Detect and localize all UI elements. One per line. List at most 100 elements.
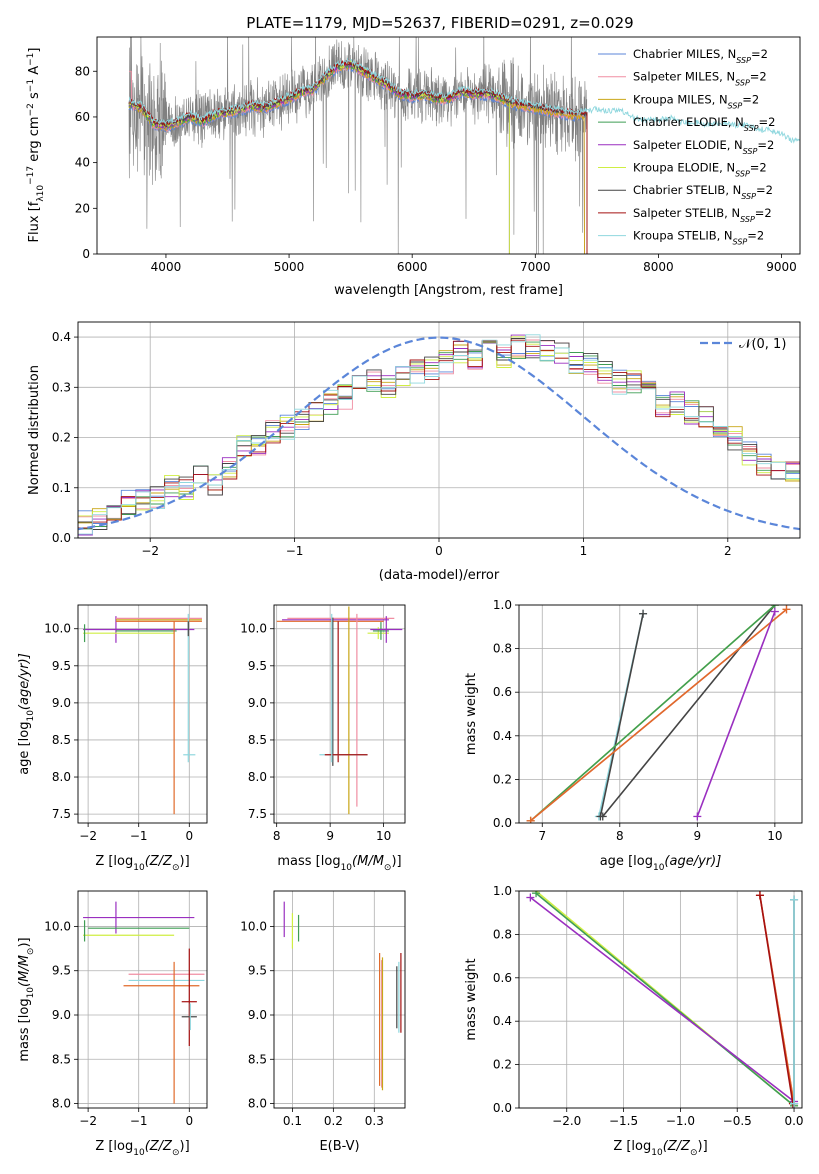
y-tick-label: 9.0: [248, 696, 267, 710]
y-axis-label: Normed distribution: [27, 365, 42, 495]
y-tick-label: 0.2: [493, 772, 512, 786]
y-tick-label: 0.1: [52, 481, 71, 495]
residual-histogram: [78, 334, 800, 538]
y-tick-label: 10.0: [44, 622, 71, 636]
y-tick-label: 0.0: [493, 816, 512, 830]
plot-frame: [273, 604, 406, 824]
weight-marker: [770, 607, 779, 616]
plot-area: [526, 891, 799, 1108]
legend-entry: Salpeter MILES, NSSP=2: [633, 70, 767, 88]
y-tick-label: 0.6: [493, 971, 512, 985]
legend-entry: Salpeter STELIB, NSSP=2: [633, 206, 772, 224]
normal-reference-curve: [78, 336, 800, 531]
y-tick-label: 40: [75, 156, 90, 170]
x-axis-label: (data-model)/error: [379, 568, 500, 583]
residual-histogram: [78, 334, 800, 538]
y-tick-label: 0.4: [493, 729, 512, 743]
y-tick-label: 7.5: [248, 807, 267, 821]
y-tick-label: 20: [75, 201, 90, 215]
age-vs-metallicity-panel: −2 −1 0 7.5 8.0 8.5 9.0 9.5 10.0 Z [log10(Z/Z⊙)] a…: [17, 604, 208, 873]
plot-frame: [77, 890, 208, 1109]
y-tick-label: 60: [75, 110, 90, 124]
weight-line: [599, 613, 644, 817]
spectrum-panel: 4000 5000 6000 7000 8000 9000 0 20 40 60 80 Chabrie…: [26, 36, 801, 298]
x-tick-label: 0.2: [324, 1114, 343, 1128]
weight-marker: [526, 893, 535, 902]
x-tick-label: −1: [130, 829, 148, 843]
weight-line: [602, 605, 776, 818]
y-tick-label: 9.0: [52, 696, 71, 710]
y-tick-label: 10.0: [240, 919, 267, 933]
weight-marker: [693, 812, 702, 821]
weight-line: [530, 605, 776, 822]
plot-frame: [96, 36, 801, 255]
weight-vs-age-panel: 7 8 9 10 0.0 0.2 0.4 0.6 0.8 1.0 age [log10(age/yr…: [464, 598, 803, 873]
x-axis-label: Z [log10(Z/Z⊙)]: [95, 854, 189, 873]
plot-area: [526, 605, 791, 823]
weight-line: [759, 895, 794, 1104]
weight-line: [530, 608, 788, 822]
plot-area: [128, 37, 800, 254]
mass-vs-metallicity-panel: −2 −1 0 8.0 8.5 9.0 9.5 10.0 Z [log10(Z/Z⊙)] mass…: [17, 890, 208, 1158]
y-tick-label: 8.5: [52, 1052, 71, 1066]
x-axis-label: mass [log10(M/M⊙)]: [277, 854, 401, 873]
y-axis-label: age [log10(age/yr)]: [17, 653, 36, 775]
errorbar-point: [370, 616, 403, 643]
weight-line: [535, 892, 795, 1107]
legend-entry: Kroupa MILES, NSSP=2: [633, 92, 759, 110]
y-tick-label: 0.4: [52, 330, 71, 344]
plot-frame: [77, 321, 801, 539]
x-tick-label: 0.0: [784, 1114, 803, 1128]
x-tick-label: 4000: [151, 260, 182, 274]
mass-vs-extinction-panel: 0.1 0.2 0.3 8.0 8.5 9.0 9.5 10.0 E(B-V): [240, 890, 406, 1154]
x-tick-label: −2: [79, 1114, 97, 1128]
residual-histogram: [78, 338, 800, 538]
plot-area: [276, 606, 403, 815]
plot-area: [283, 901, 402, 1091]
y-tick-label: 0.2: [493, 1058, 512, 1072]
plot-area: [78, 334, 800, 538]
y-tick-label: 0.8: [493, 927, 512, 941]
y-axis-label: mass weight: [464, 958, 479, 1040]
x-tick-label: 0.1: [283, 1114, 302, 1128]
y-tick-label: 8.0: [52, 770, 71, 784]
y-tick-label: 0.0: [52, 531, 71, 545]
x-tick-label: −2: [79, 829, 97, 843]
x-tick-label: 2: [724, 544, 732, 558]
legend-entry: Salpeter ELODIE, NSSP=2: [633, 138, 774, 156]
model-spectrum-line: [128, 58, 588, 254]
y-tick-label: 8.5: [52, 733, 71, 747]
x-tick-label: −2.0: [552, 1114, 581, 1128]
weight-marker: [755, 891, 764, 900]
x-axis-label: Z [log10(Z/Z⊙)]: [613, 1139, 707, 1158]
weight-marker: [532, 891, 541, 898]
x-tick-label: 0: [185, 1114, 193, 1128]
legend-entry: Chabrier MILES, NSSP=2: [633, 47, 768, 65]
x-tick-label: −1: [286, 544, 304, 558]
x-tick-label: 8: [616, 829, 624, 843]
weight-marker: [526, 816, 535, 823]
y-tick-label: 0: [82, 247, 90, 261]
model-spectrum-line: [128, 57, 800, 144]
x-tick-label: 0: [185, 829, 193, 843]
plot-frame: [518, 890, 803, 1109]
x-tick-label: 9: [326, 829, 334, 843]
x-axis-label: Z [log10(Z/Z⊙)]: [95, 1139, 189, 1158]
weight-marker: [598, 812, 607, 821]
plot-frame: [273, 890, 406, 1109]
x-tick-label: 6000: [397, 260, 428, 274]
x-tick-label: −0.5: [723, 1114, 752, 1128]
x-axis-label: E(B-V): [319, 1139, 359, 1154]
y-axis-label: Flux [fλ10−17 erg cm−2 s−1 A−1]: [26, 48, 46, 243]
x-tick-label: 9000: [766, 260, 797, 274]
x-tick-label: 0: [435, 544, 443, 558]
residual-histogram: [78, 336, 800, 538]
x-tick-label: −1: [130, 1114, 148, 1128]
x-tick-label: 9: [694, 829, 702, 843]
x-axis-label: age [log10(age/yr)]: [600, 854, 722, 873]
y-axis-label: mass weight: [464, 673, 479, 755]
y-tick-label: 8.0: [52, 1097, 71, 1111]
x-tick-label: 0.3: [365, 1114, 384, 1128]
weight-marker: [639, 609, 648, 618]
